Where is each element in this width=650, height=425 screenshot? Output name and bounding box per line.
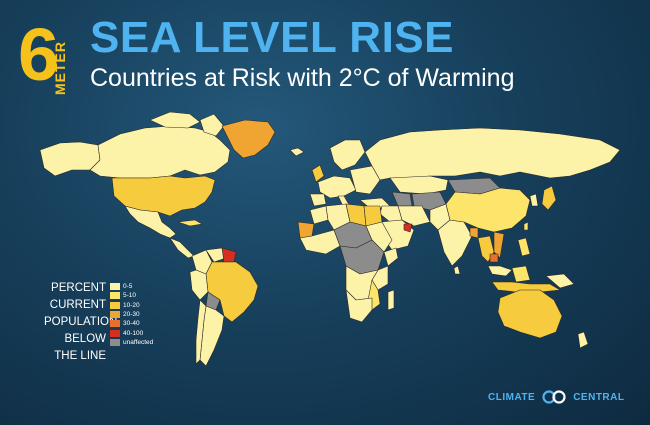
legend-item: 20-30 (110, 310, 153, 319)
legend-items: 0-5 5-10 10-20 20-30 30-40 40-100 unaffe… (110, 282, 153, 347)
country-western-europe (317, 175, 357, 199)
legend-swatch (110, 338, 120, 346)
legend-label: 10-20 (123, 301, 140, 309)
country-australia (497, 289, 563, 339)
legend-label: 30-40 (123, 320, 140, 328)
country-japan (541, 185, 557, 211)
country-chile (195, 299, 207, 365)
country-greenland (221, 119, 276, 159)
country-morocco (309, 205, 329, 225)
country-caspian-region (391, 191, 413, 207)
legend-item: 0-5 (110, 282, 153, 291)
country-iberia (309, 193, 327, 207)
legend-heading-line: THE LINE (54, 350, 106, 362)
legend-item: 5-10 (110, 291, 153, 300)
title-number: 6 (18, 13, 60, 96)
country-baffin (199, 113, 225, 137)
brand-text-right: CENTRAL (573, 391, 625, 403)
country-russia (364, 127, 621, 181)
legend-item: 30-40 (110, 319, 153, 328)
legend-label: 20-30 (123, 311, 140, 319)
legend-item: 10-20 (110, 301, 153, 310)
legend-swatch (110, 292, 120, 300)
country-borneo (511, 265, 531, 283)
legend-swatch (110, 301, 120, 309)
country-sri-lanka (453, 265, 461, 275)
country-southern-africa (345, 289, 373, 323)
page-title: SEA LEVEL RISE (90, 13, 454, 62)
legend-swatch (110, 311, 120, 319)
country-cuba (177, 219, 203, 227)
legend-label: 40-100 (123, 329, 144, 337)
country-mexico (124, 205, 177, 239)
country-india (437, 219, 473, 267)
country-malaysia (487, 265, 513, 277)
country-mauritania (297, 221, 315, 239)
legend-item: unaffected (110, 338, 153, 347)
country-iceland (289, 147, 305, 157)
page-subtitle: Countries at Risk with 2°C of Warming (90, 64, 515, 92)
country-taiwan (523, 221, 529, 231)
country-central-america (169, 237, 195, 259)
country-uk (311, 164, 325, 183)
country-kazakhstan (389, 175, 449, 195)
country-canada-islands (149, 111, 201, 129)
legend-label: unaffected (123, 338, 154, 346)
country-sudan-ethiopia (365, 221, 393, 253)
country-cambodia (489, 253, 499, 263)
legend-item: 40-100 (110, 328, 153, 337)
brand-logo[interactable]: CLIMATE CENTRAL (488, 390, 624, 404)
legend-swatch (110, 320, 120, 328)
brand-text-left: CLIMATE (488, 391, 536, 403)
country-china (445, 187, 531, 233)
legend-heading-line: POPULATION (44, 316, 118, 328)
country-vietnam (493, 231, 505, 259)
country-madagascar (387, 289, 395, 311)
legend-swatch (110, 329, 120, 337)
country-scandinavia (329, 139, 366, 171)
legend-label: 5-10 (123, 292, 137, 300)
country-somalia (383, 247, 399, 267)
legend-label: 0-5 (123, 283, 133, 291)
country-bangladesh (469, 227, 479, 239)
country-iraq-syria (379, 205, 403, 223)
legend-heading-line: CURRENT (49, 299, 106, 311)
country-philippines (517, 237, 531, 257)
country-peru (189, 269, 209, 301)
country-new-zealand (577, 331, 589, 349)
linked-rings-icon (542, 390, 566, 404)
country-korea (529, 193, 539, 207)
country-guyana-suriname (221, 247, 237, 263)
legend-heading-line: PERCENT (51, 282, 106, 294)
legend-heading: PERCENT CURRENT POPULATION BELOW THE LIN… (44, 280, 118, 365)
country-eastern-europe (349, 165, 381, 195)
legend-heading-line: BELOW (64, 333, 106, 345)
country-papua (545, 273, 575, 289)
country-uae (403, 223, 413, 233)
country-indonesia (491, 281, 561, 293)
legend-swatch (110, 283, 120, 291)
